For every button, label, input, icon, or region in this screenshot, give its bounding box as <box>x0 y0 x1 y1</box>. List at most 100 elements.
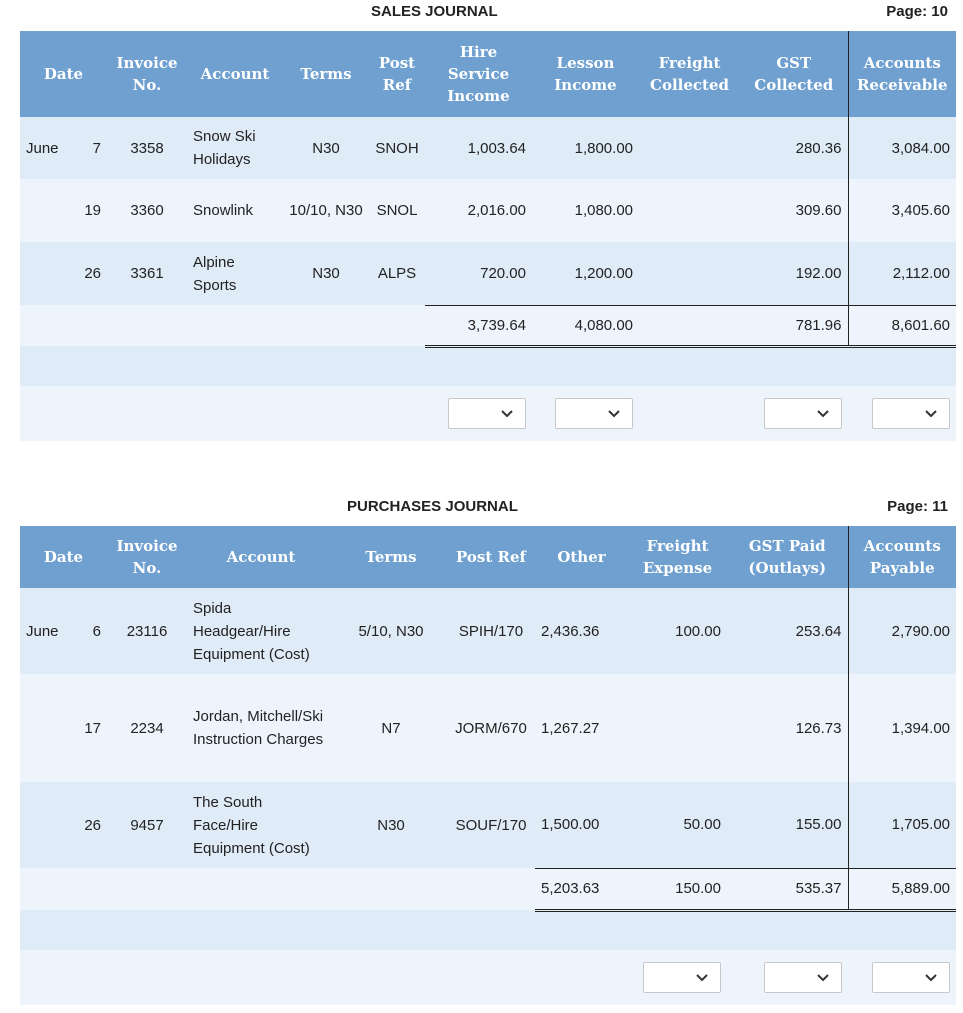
ap-cell: 1,705.00 <box>848 782 956 868</box>
spacer-row <box>20 346 956 386</box>
date-month: June <box>26 139 59 157</box>
date-cell: 17 <box>20 674 107 782</box>
lesson-postref-select[interactable] <box>555 398 633 429</box>
postref-cell: ALPS <box>369 242 425 305</box>
spacer-row <box>20 910 956 950</box>
postref-cell: SNOH <box>369 117 425 179</box>
col-gst-paid: GST Paid (Outlays) <box>727 526 849 588</box>
lesson-cell: 1,080.00 <box>532 179 639 242</box>
chevron-down-icon <box>696 974 708 982</box>
date-day: 26 <box>84 816 101 834</box>
sales-page-label: Page: 10 <box>886 3 948 20</box>
postref-cell: SNOL <box>369 179 425 242</box>
col-terms: Terms <box>335 526 447 588</box>
table-row: June 7 3358 Snow Ski Holidays N30 SNOH 1,… <box>20 117 956 179</box>
post-ref-select-row <box>20 386 956 441</box>
col-other: Other <box>535 526 628 588</box>
terms-cell: N30 <box>283 117 369 179</box>
col-terms: Terms <box>283 31 369 117</box>
invoice-cell: 3361 <box>107 242 187 305</box>
terms-cell: 5/10, N30 <box>335 588 447 674</box>
date-cell: June 7 <box>20 117 107 179</box>
total-hire: 3,739.64 <box>425 304 532 348</box>
postref-cell: JORM/670 <box>447 674 535 782</box>
freight-cell: 100.00 <box>628 588 727 674</box>
gst-cell: 155.00 <box>727 782 849 868</box>
ar-cell: 3,405.60 <box>848 179 956 242</box>
total-ar: 8,601.60 <box>848 304 956 348</box>
freight-postref-select[interactable] <box>643 962 721 993</box>
hire-cell: 2,016.00 <box>425 179 532 242</box>
chevron-down-icon <box>925 410 937 418</box>
freight-cell: 50.00 <box>628 782 727 868</box>
date-day: 6 <box>92 622 101 640</box>
date-day: 26 <box>84 265 101 282</box>
gst-cell: 280.36 <box>740 117 849 179</box>
total-freight <box>639 304 740 348</box>
col-freight-collected: Freight Collected <box>639 31 740 117</box>
date-month: June <box>26 622 59 640</box>
ap-postref-select[interactable] <box>872 962 950 993</box>
invoice-cell: 9457 <box>107 782 187 868</box>
account-cell: Jordan, Mitchell/Ski Instruction Charges <box>187 674 335 782</box>
table-row: 17 2234 Jordan, Mitchell/Ski Instruction… <box>20 674 956 782</box>
terms-cell: N30 <box>335 782 447 868</box>
gst-cell: 192.00 <box>740 242 849 305</box>
table-row: 19 3360 Snowlink 10/10, N30 SNOL 2,016.0… <box>20 179 956 242</box>
table-row: 26 3361 Alpine Sports N30 ALPS 720.00 1,… <box>20 242 956 305</box>
date-day: 17 <box>84 719 101 737</box>
freight-cell <box>639 117 740 179</box>
purchases-header-row: Date Invoice No. Account Terms Post Ref … <box>20 526 956 588</box>
freight-cell <box>639 179 740 242</box>
col-date: Date <box>20 526 107 588</box>
terms-cell: N30 <box>283 242 369 305</box>
gst-cell: 126.73 <box>727 674 849 782</box>
gst-postref-select[interactable] <box>764 398 842 429</box>
ar-cell: 2,112.00 <box>848 242 956 305</box>
col-postref: Post Ref <box>369 31 425 117</box>
invoice-cell: 3360 <box>107 179 187 242</box>
col-account: Account <box>187 31 283 117</box>
freight-cell <box>628 674 727 782</box>
gst-cell: 253.64 <box>727 588 849 674</box>
hire-cell: 1,003.64 <box>425 117 532 179</box>
terms-cell: 10/10, N30 <box>283 179 369 242</box>
postref-cell: SOUF/170 <box>447 782 535 868</box>
date-cell: June 6 <box>20 588 107 674</box>
purchases-journal-table: Date Invoice No. Account Terms Post Ref … <box>20 526 956 1005</box>
col-account: Account <box>187 526 335 588</box>
date-day: 19 <box>84 202 101 219</box>
chevron-down-icon <box>925 974 937 982</box>
other-cell: 2,436.36 <box>535 588 628 674</box>
gst-cell: 309.60 <box>740 179 849 242</box>
col-hire-service-income: Hire Service Income <box>425 31 532 117</box>
col-lesson-income: Lesson Income <box>532 31 639 117</box>
total-gst: 781.96 <box>740 304 849 348</box>
total-lesson: 4,080.00 <box>532 304 639 348</box>
hire-postref-select[interactable] <box>448 398 526 429</box>
account-cell: The South Face/Hire Equipment (Cost) <box>187 782 335 868</box>
lesson-cell: 1,800.00 <box>532 117 639 179</box>
freight-cell <box>639 242 740 305</box>
total-freight: 150.00 <box>628 867 727 912</box>
total-ap: 5,889.00 <box>848 867 956 912</box>
table-row: 26 9457 The South Face/Hire Equipment (C… <box>20 782 956 868</box>
date-day: 7 <box>92 139 101 157</box>
col-invoice: Invoice No. <box>107 31 187 117</box>
chevron-down-icon <box>817 410 829 418</box>
ar-postref-select[interactable] <box>872 398 950 429</box>
ap-cell: 1,394.00 <box>848 674 956 782</box>
col-gst-collected: GST Collected <box>740 31 849 117</box>
gst-paid-postref-select[interactable] <box>764 962 842 993</box>
invoice-cell: 3358 <box>107 117 187 179</box>
totals-row: 3,739.64 4,080.00 781.96 8,601.60 <box>20 304 956 348</box>
invoice-cell: 2234 <box>107 674 187 782</box>
invoice-cell: 23116 <box>107 588 187 674</box>
table-row: June 6 23116 Spida Headgear/Hire Equipmen… <box>20 588 956 674</box>
date-cell: 26 <box>20 242 107 305</box>
date-cell: 26 <box>20 782 107 868</box>
purchases-page-label: Page: 11 <box>887 498 948 515</box>
lesson-cell: 1,200.00 <box>532 242 639 305</box>
sales-journal-title: SALES JOURNAL <box>371 3 498 20</box>
totals-row: 5,203.63 150.00 535.37 5,889.00 <box>20 867 956 912</box>
